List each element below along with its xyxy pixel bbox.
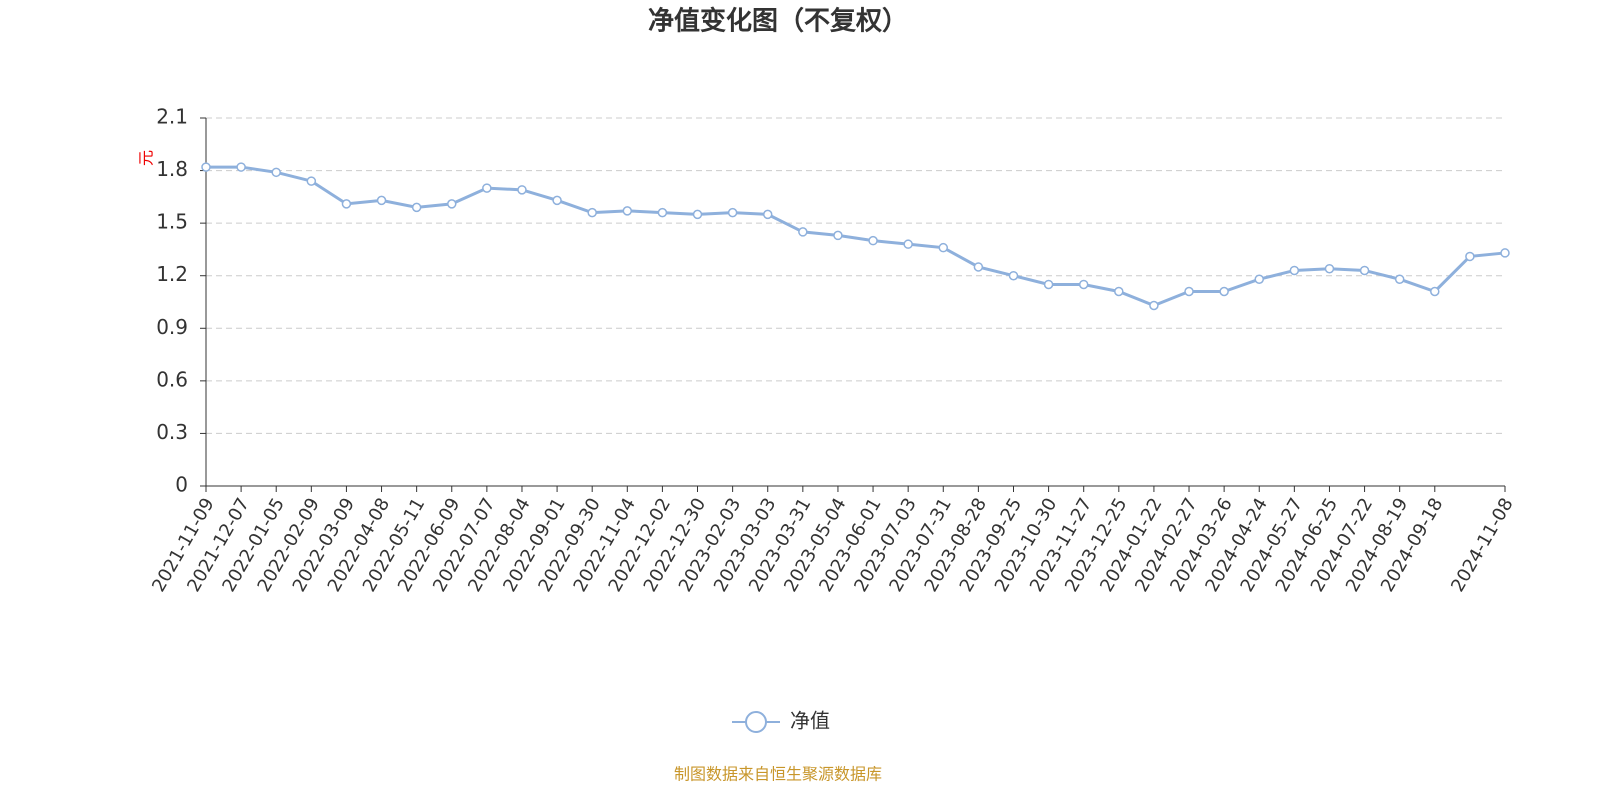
point xyxy=(1114,286,1124,297)
point xyxy=(1289,265,1300,276)
point xyxy=(1008,270,1019,281)
point xyxy=(447,199,457,209)
point xyxy=(482,183,492,193)
point xyxy=(762,209,773,220)
point xyxy=(833,230,843,241)
y-unit: 元 xyxy=(137,150,156,166)
point xyxy=(973,262,984,272)
series-line xyxy=(206,165,1506,308)
point xyxy=(271,167,281,178)
point xyxy=(376,195,387,206)
point xyxy=(657,207,668,218)
point xyxy=(1359,265,1370,276)
point xyxy=(798,227,808,237)
point xyxy=(341,199,352,209)
point xyxy=(903,239,913,249)
point xyxy=(587,207,597,218)
point xyxy=(306,176,317,186)
y-tick-label: 0 xyxy=(175,473,188,497)
point xyxy=(1324,263,1335,274)
point xyxy=(201,162,211,172)
point xyxy=(1219,286,1229,297)
legend-marker xyxy=(745,711,767,733)
point xyxy=(1394,274,1405,284)
x-tick-label: 2024-11-08 xyxy=(1447,495,1517,596)
point xyxy=(622,206,633,216)
y-tick-label: 1.5 xyxy=(156,210,188,234)
point xyxy=(1465,251,1475,262)
y-tick-label: 2.1 xyxy=(156,105,188,129)
point xyxy=(1078,279,1089,290)
point xyxy=(692,209,703,220)
legend-label: 净值 xyxy=(790,709,830,733)
point xyxy=(1149,300,1159,311)
y-tick-label: 0.6 xyxy=(156,367,188,391)
point xyxy=(1430,286,1440,297)
y-tick-label: 0.9 xyxy=(156,315,188,339)
point xyxy=(727,207,738,218)
point xyxy=(236,162,246,172)
point xyxy=(1043,279,1054,290)
footer: 制图数据来自恒生聚源数据库 xyxy=(674,765,882,784)
point xyxy=(868,235,878,246)
point xyxy=(938,242,949,253)
y-tick-label: 1.2 xyxy=(156,262,188,286)
y-tick-label: 1.8 xyxy=(156,157,188,181)
point xyxy=(1184,286,1194,297)
point xyxy=(1254,274,1264,284)
point xyxy=(552,195,562,206)
point xyxy=(517,185,527,195)
y-tick-label: 0.3 xyxy=(156,420,188,444)
chart-title: 净值变化图（不复权） xyxy=(648,6,908,37)
point xyxy=(1500,248,1510,258)
point xyxy=(411,202,422,213)
